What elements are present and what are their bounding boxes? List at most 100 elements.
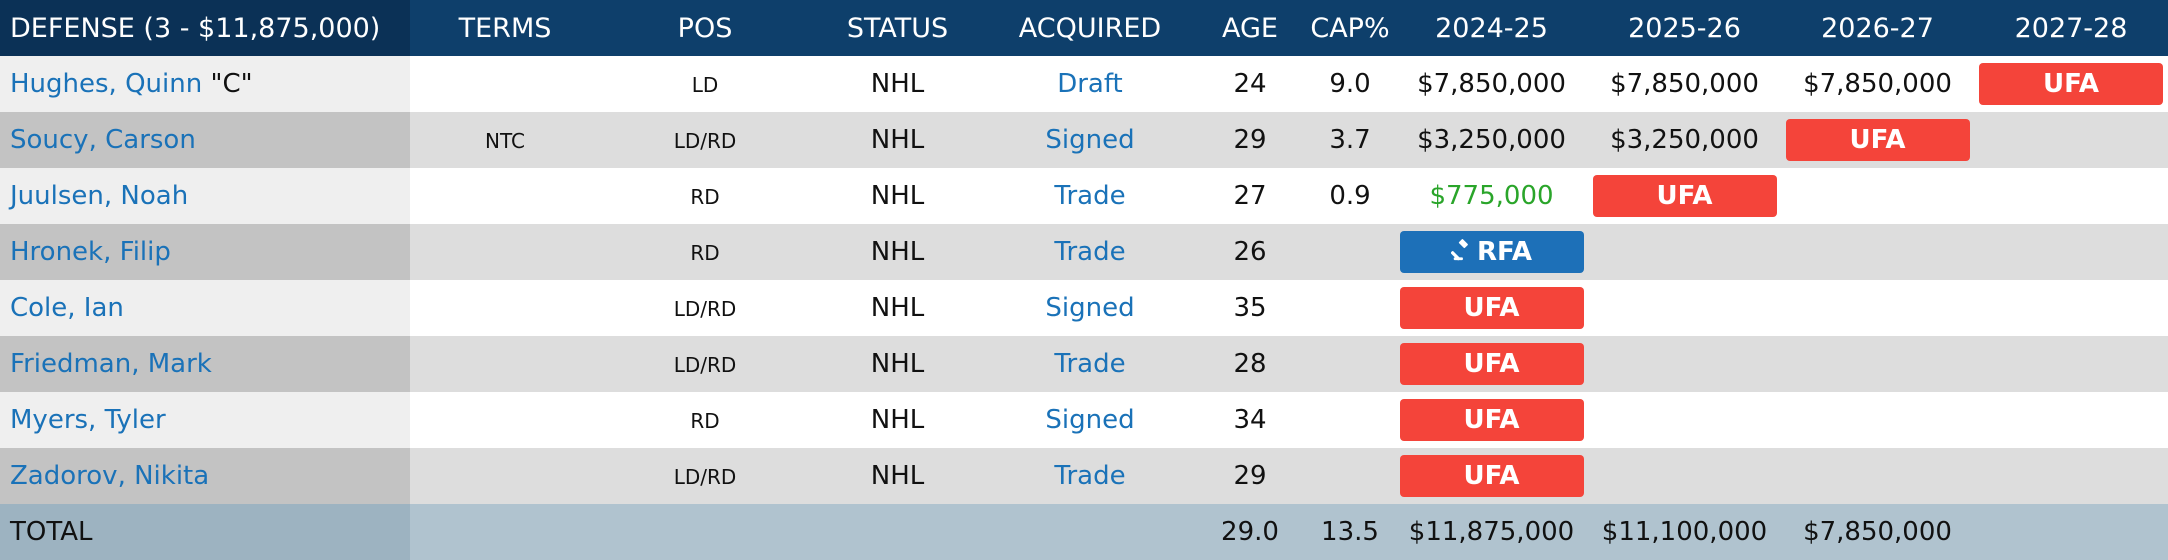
- player-link[interactable]: Myers, Tyler: [10, 405, 166, 435]
- rfa-label: RFA: [1477, 237, 1532, 267]
- table-row: Zadorov, Nikita LD/RD NHL Trade 29 UFA: [0, 448, 2168, 504]
- pos-cell: RD: [600, 168, 810, 224]
- age-cell: 34: [1195, 392, 1305, 448]
- status-cell: NHL: [810, 280, 985, 336]
- season-cell-y2: $7,850,000: [1588, 56, 1781, 112]
- acquired-cell: Trade: [985, 168, 1195, 224]
- player-link[interactable]: Friedman, Mark: [10, 349, 212, 379]
- season-cell-y4: [1974, 280, 2168, 336]
- pos-value: LD/RD: [673, 129, 737, 153]
- acquired-cell: Trade: [985, 448, 1195, 504]
- season-cell-y4: [1974, 168, 2168, 224]
- col-acquired[interactable]: ACQUIRED: [985, 0, 1195, 56]
- pos-value: RD: [690, 409, 720, 433]
- ufa-badge[interactable]: UFA: [1979, 63, 2163, 105]
- col-pos[interactable]: POS: [600, 0, 810, 56]
- captain-mark: "C": [210, 69, 253, 99]
- terms-cell: [410, 224, 600, 280]
- col-2027-28[interactable]: 2027-28: [1974, 0, 2168, 56]
- total-2026-27: $7,850,000: [1781, 504, 1974, 560]
- player-link[interactable]: Hughes, Quinn: [10, 69, 203, 99]
- col-status[interactable]: STATUS: [810, 0, 985, 56]
- season-cell-y1: $775,000: [1395, 168, 1588, 224]
- player-cell: Cole, Ian: [0, 280, 410, 336]
- age-cell: 28: [1195, 336, 1305, 392]
- cap-pct-cell: [1305, 224, 1395, 280]
- ufa-badge[interactable]: UFA: [1399, 287, 1584, 329]
- season-cell-y2: $3,250,000: [1588, 112, 1781, 168]
- col-cap-pct[interactable]: CAP%: [1305, 0, 1395, 56]
- season-cell-y1: UFA: [1395, 392, 1588, 448]
- age-cell: 35: [1195, 280, 1305, 336]
- season-cell-y3: [1781, 168, 1974, 224]
- acquired-link[interactable]: Signed: [1045, 293, 1135, 323]
- terms-cell: [410, 448, 600, 504]
- acquired-cell: Signed: [985, 392, 1195, 448]
- acquired-link[interactable]: Trade: [1054, 461, 1126, 491]
- player-cell: Hronek, Filip: [0, 224, 410, 280]
- season-cell-y2: UFA: [1588, 168, 1781, 224]
- acquired-cell: Signed: [985, 112, 1195, 168]
- player-link[interactable]: Soucy, Carson: [10, 125, 196, 155]
- col-terms[interactable]: TERMS: [410, 0, 600, 56]
- player-cell: Zadorov, Nikita: [0, 448, 410, 504]
- gavel-icon: [1450, 232, 1473, 274]
- cap-pct-cell: [1305, 280, 1395, 336]
- salary-value: $3,250,000: [1610, 125, 1759, 155]
- acquired-link[interactable]: Draft: [1057, 69, 1123, 99]
- age-cell: 24: [1195, 56, 1305, 112]
- season-cell-y1: UFA: [1395, 336, 1588, 392]
- table-row: Friedman, Mark LD/RD NHL Trade 28 UFA: [0, 336, 2168, 392]
- pos-value: RD: [690, 241, 720, 265]
- pos-value: LD/RD: [673, 353, 737, 377]
- player-cell: Myers, Tyler: [0, 392, 410, 448]
- player-link[interactable]: Zadorov, Nikita: [10, 461, 210, 491]
- total-status: [810, 504, 985, 560]
- terms-cell: NTC: [410, 112, 600, 168]
- table-row: Cole, Ian LD/RD NHL Signed 35 UFA: [0, 280, 2168, 336]
- pos-value: LD/RD: [673, 297, 737, 321]
- salary-value: $7,850,000: [1610, 69, 1759, 99]
- total-2027-28: [1974, 504, 2168, 560]
- ufa-badge[interactable]: UFA: [1399, 343, 1584, 385]
- total-2025-26: $11,100,000: [1588, 504, 1781, 560]
- acquired-link[interactable]: Trade: [1054, 349, 1126, 379]
- season-cell-y4: [1974, 336, 2168, 392]
- acquired-link[interactable]: Signed: [1045, 405, 1135, 435]
- season-cell-y3: [1781, 392, 1974, 448]
- player-cell: Hughes, Quinn "C": [0, 56, 410, 112]
- pos-cell: LD/RD: [600, 280, 810, 336]
- table-row: Hronek, Filip RD NHL Trade 26 RFA: [0, 224, 2168, 280]
- total-row: TOTAL 29.0 13.5 $11,875,000 $11,100,000 …: [0, 504, 2168, 560]
- terms-cell: [410, 56, 600, 112]
- pos-value: LD/RD: [673, 465, 737, 489]
- acquired-link[interactable]: Trade: [1054, 181, 1126, 211]
- cap-pct-cell: [1305, 392, 1395, 448]
- col-age[interactable]: AGE: [1195, 0, 1305, 56]
- player-link[interactable]: Juulsen, Noah: [10, 181, 189, 211]
- pos-value: RD: [690, 185, 720, 209]
- season-cell-y2: [1588, 224, 1781, 280]
- acquired-link[interactable]: Signed: [1045, 125, 1135, 155]
- header-row: DEFENSE (3 - $11,875,000) TERMS POS STAT…: [0, 0, 2168, 56]
- acquired-link[interactable]: Trade: [1054, 237, 1126, 267]
- player-link[interactable]: Cole, Ian: [10, 293, 124, 323]
- pos-value: LD: [691, 73, 719, 97]
- status-cell: NHL: [810, 336, 985, 392]
- rfa-badge[interactable]: RFA: [1399, 231, 1584, 274]
- col-2024-25[interactable]: 2024-25: [1395, 0, 1588, 56]
- col-2025-26[interactable]: 2025-26: [1588, 0, 1781, 56]
- total-pos: [600, 504, 810, 560]
- ufa-badge[interactable]: UFA: [1399, 455, 1584, 497]
- ufa-badge[interactable]: UFA: [1785, 119, 1970, 161]
- col-2026-27[interactable]: 2026-27: [1781, 0, 1974, 56]
- player-link[interactable]: Hronek, Filip: [10, 237, 171, 267]
- ufa-badge[interactable]: UFA: [1592, 175, 1777, 217]
- season-cell-y3: [1781, 336, 1974, 392]
- table-row: Myers, Tyler RD NHL Signed 34 UFA: [0, 392, 2168, 448]
- pos-cell: RD: [600, 392, 810, 448]
- ufa-badge[interactable]: UFA: [1399, 399, 1584, 441]
- salary-value: $7,850,000: [1417, 69, 1566, 99]
- table-row: Hughes, Quinn "C" LD NHL Draft 24 9.0 $7,850,0…: [0, 56, 2168, 112]
